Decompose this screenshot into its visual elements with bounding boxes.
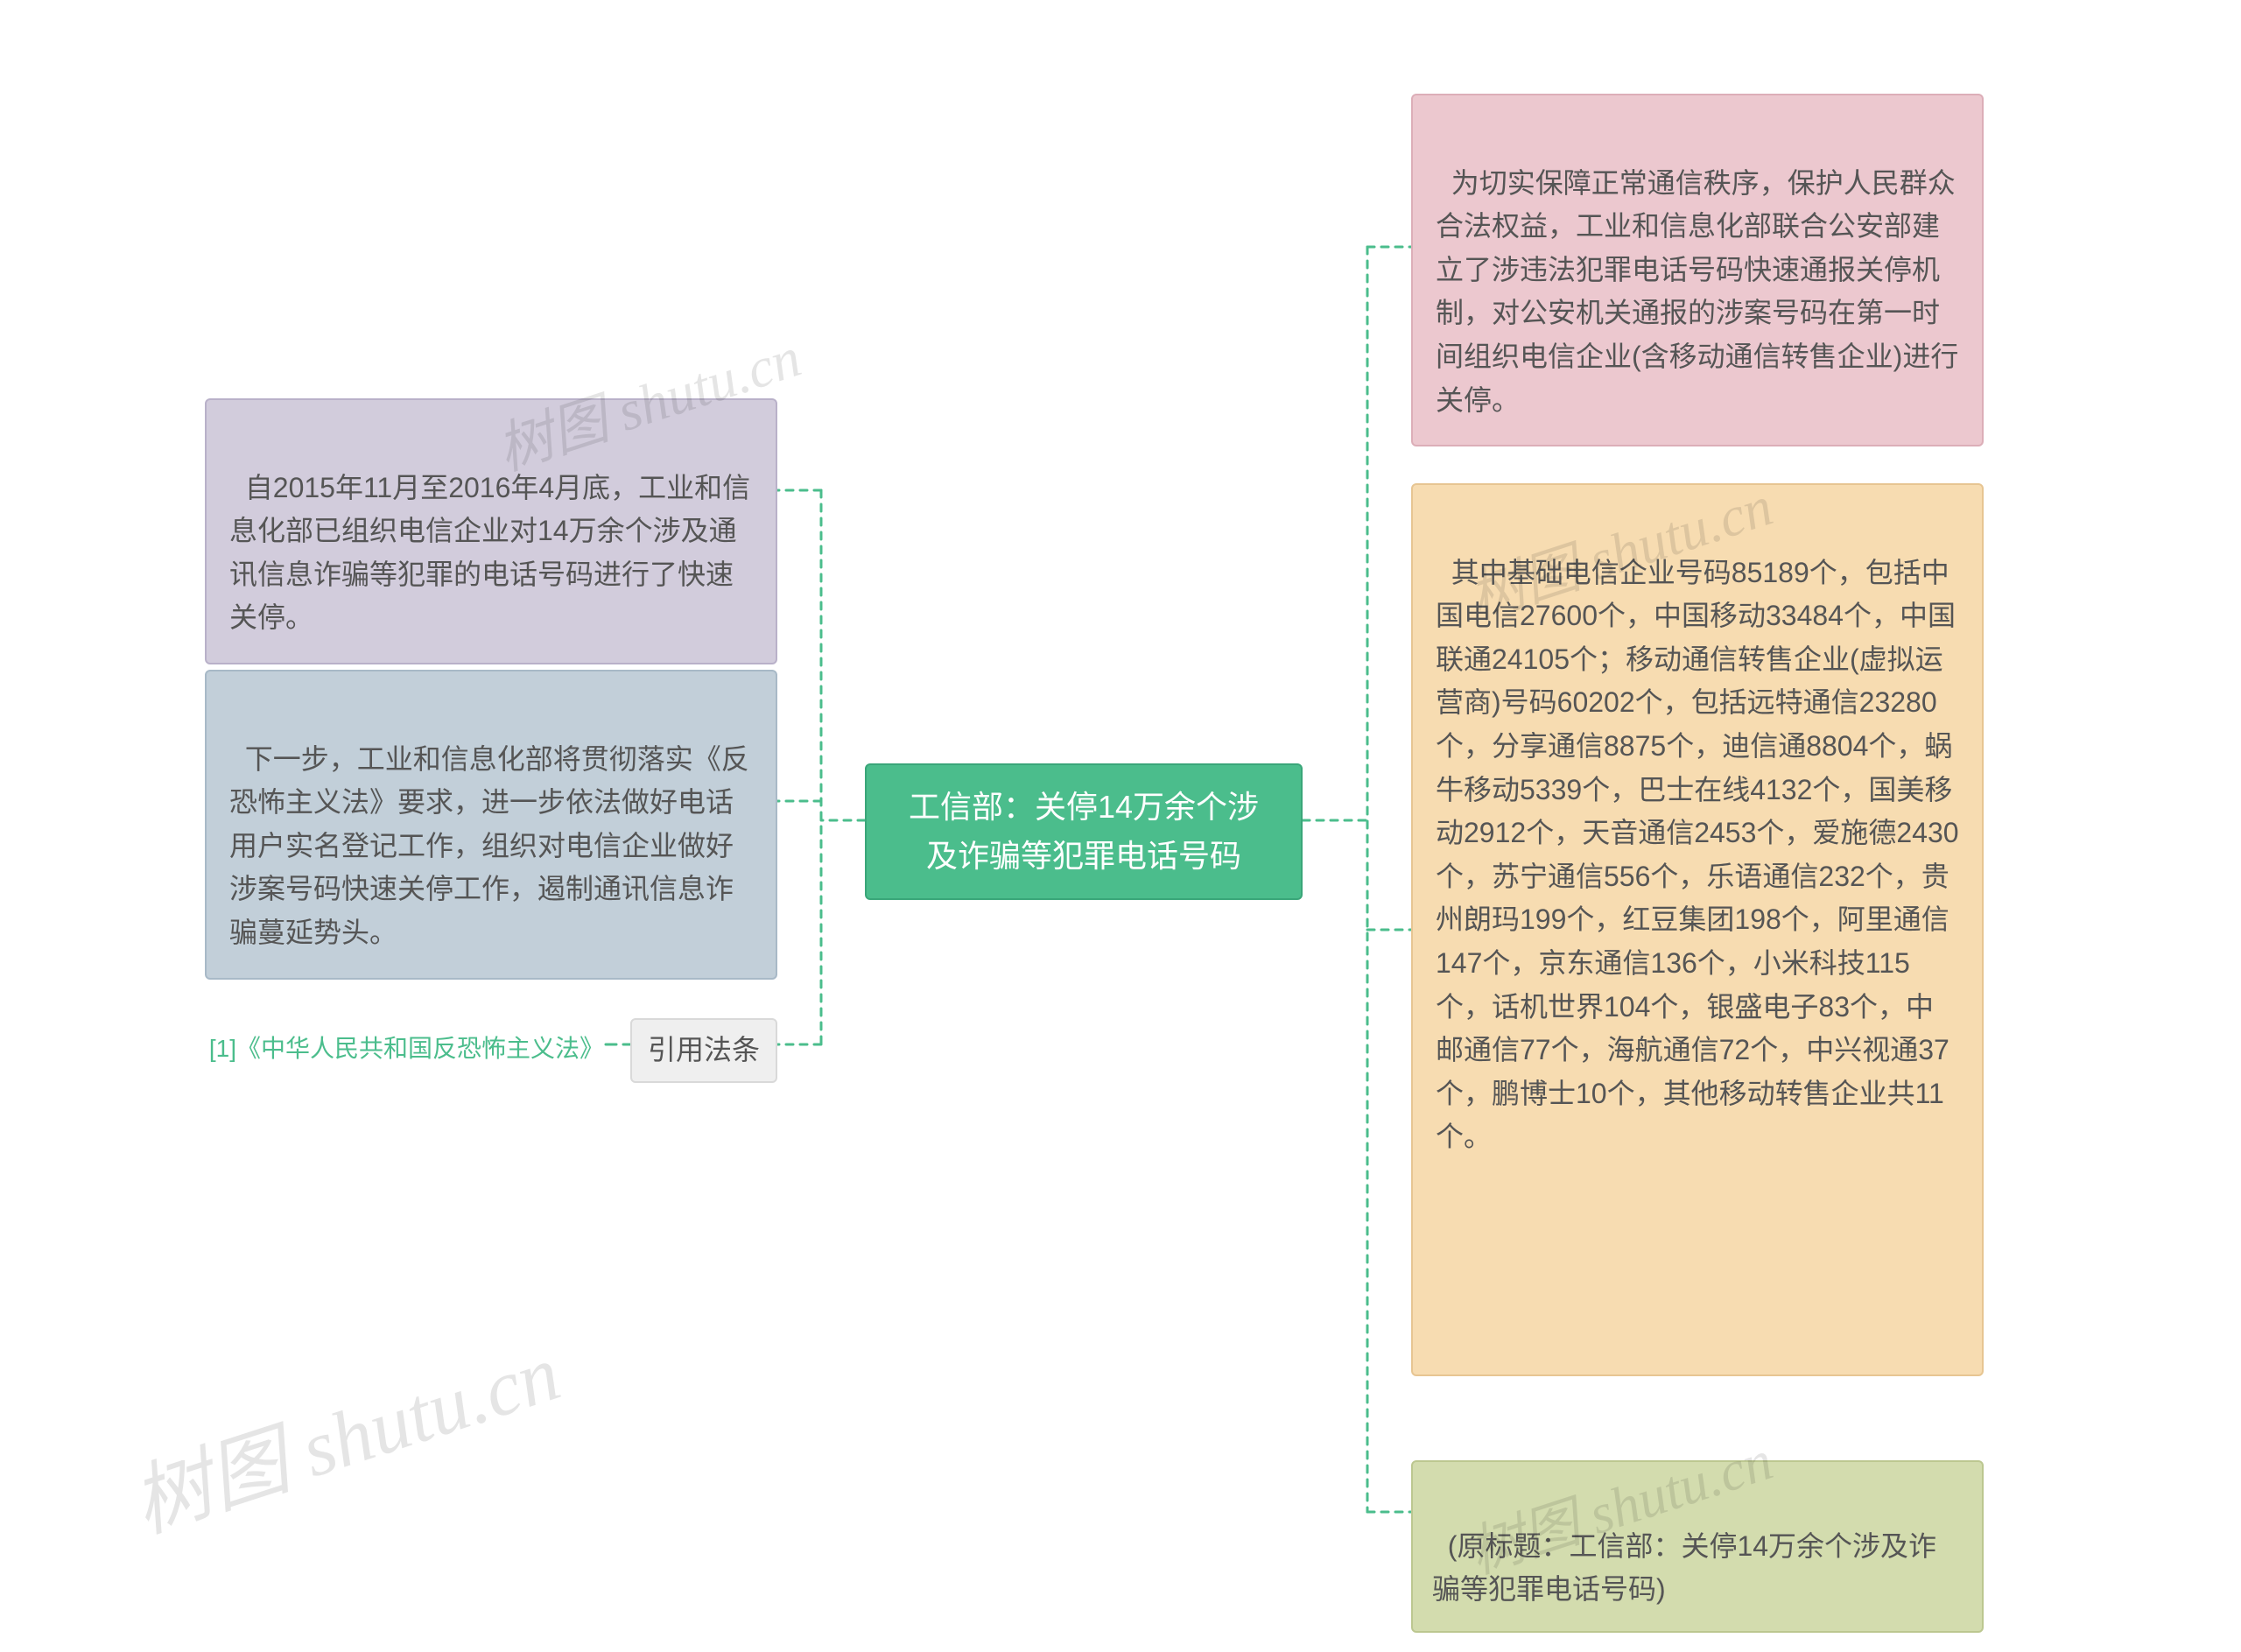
left-node-3-text: 引用法条: [648, 1029, 760, 1072]
left-node-3-citation: [1]《中华人民共和国反恐怖主义法》: [131, 1030, 604, 1065]
left-node-1: 自2015年11月至2016年4月底，工业和信息化部已组织电信企业对14万余个涉…: [205, 398, 777, 664]
left-node-2: 下一步，工业和信息化部将贯彻落实《反恐怖主义法》要求，进一步依法做好电话用户实名…: [205, 670, 777, 980]
right-node-3: (原标题：工信部：关停14万余个涉及诈骗等犯罪电话号码): [1411, 1460, 1984, 1633]
left-node-3-citation-text: [1]《中华人民共和国反恐怖主义法》: [209, 1035, 604, 1062]
left-node-1-text: 自2015年11月至2016年4月底，工业和信息化部已组织电信企业对14万余个涉…: [229, 472, 750, 634]
right-node-1-text: 为切实保障正常通信秩序，保护人民群众合法权益，工业和信息化部联合公安部建立了涉违…: [1436, 167, 1958, 416]
right-node-2: 其中基础电信企业号码85189个，包括中国电信27600个，中国移动33484个…: [1411, 483, 1984, 1376]
right-node-3-text: (原标题：工信部：关停14万余个涉及诈骗等犯罪电话号码): [1432, 1530, 1936, 1606]
center-topic: 工信部：关停14万余个涉 及诈骗等犯罪电话号码: [865, 763, 1303, 900]
right-node-2-text: 其中基础电信企业号码85189个，包括中国电信27600个，中国移动33484个…: [1436, 557, 1959, 1153]
left-node-2-text: 下一步，工业和信息化部将贯彻落实《反恐怖主义法》要求，进一步依法做好电话用户实名…: [229, 743, 749, 948]
center-topic-text: 工信部：关停14万余个涉 及诈骗等犯罪电话号码: [909, 783, 1259, 881]
left-node-3: 引用法条: [630, 1018, 777, 1083]
watermark: 树图 shutu.cn: [116, 1309, 571, 1554]
watermark-text: 树图 shutu.cn: [123, 1330, 570, 1549]
right-node-1: 为切实保障正常通信秩序，保护人民群众合法权益，工业和信息化部联合公安部建立了涉违…: [1411, 94, 1984, 446]
